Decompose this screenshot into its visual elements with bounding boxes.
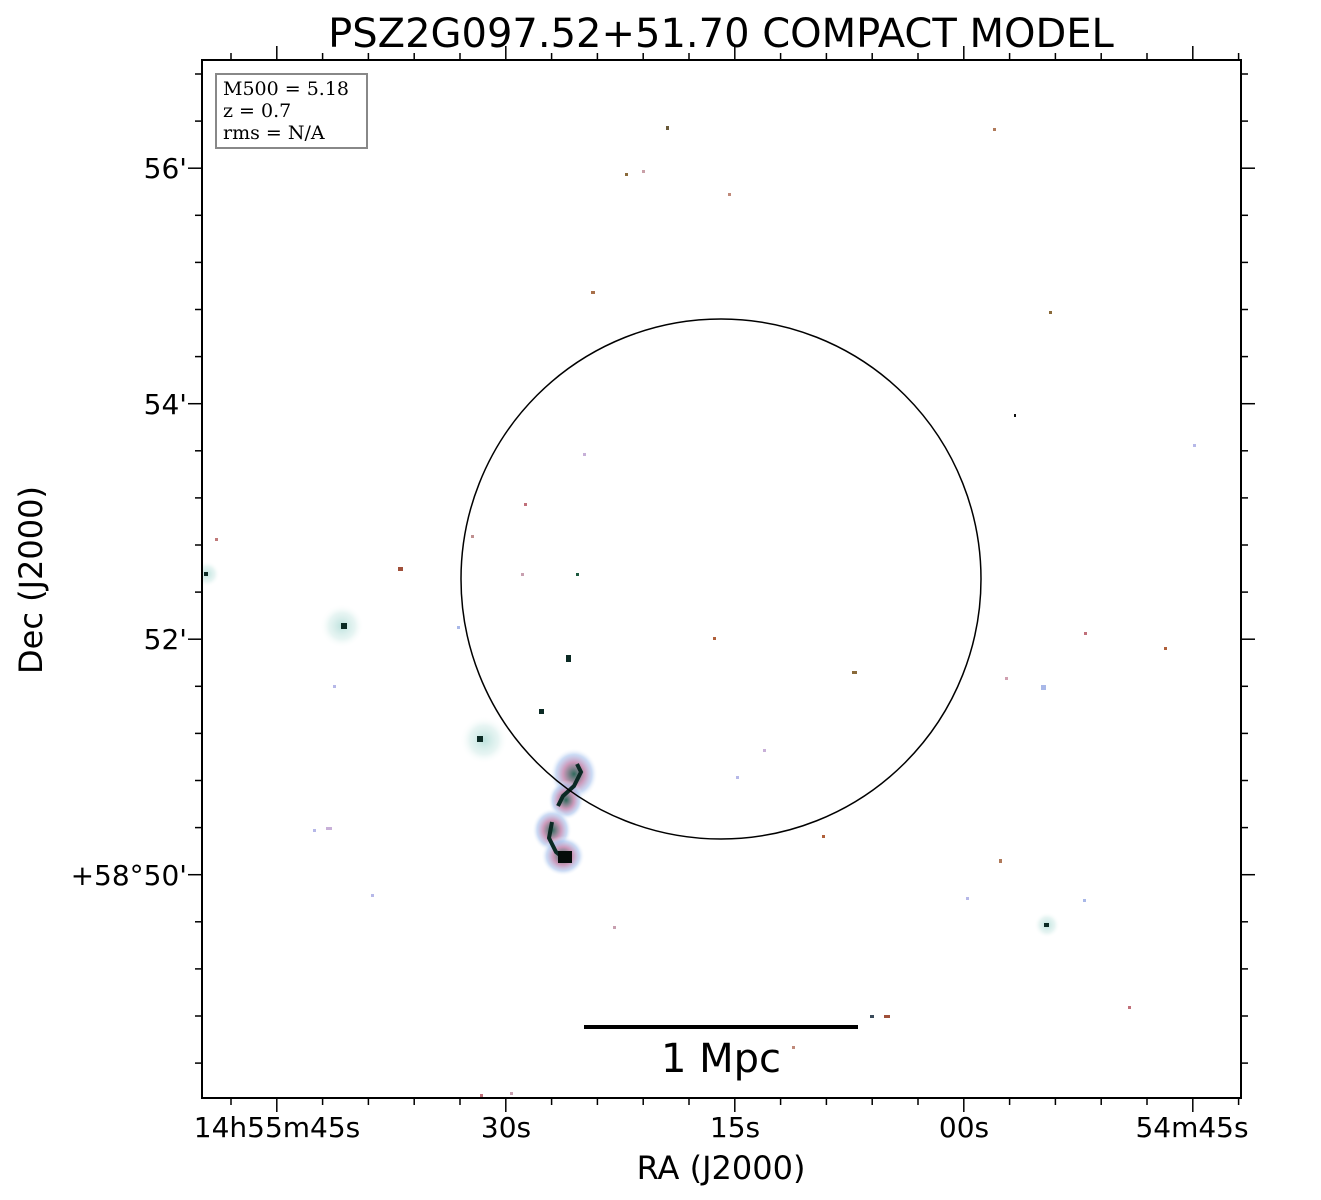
source-core [576,573,579,576]
x-axis-label: RA (J2000) [637,1149,806,1187]
source-core [477,736,483,742]
info-rms: rms = N/A [223,122,325,144]
source-core [1044,923,1049,927]
source-core [558,851,572,863]
x-tick-label: 14h55m45s [194,1111,361,1144]
source-core [204,572,208,576]
info-redshift: z = 0.7 [223,100,291,122]
info-box: M500 = 5.18 z = 0.7 rms = N/A [215,73,368,149]
y-tick-label: +58°50' [71,859,187,892]
source-core [1014,414,1016,417]
radio-image [202,126,1196,1098]
y-tick-label: 54' [144,388,187,421]
x-tick-label: 54m45s [1135,1111,1248,1144]
info-box-frame [215,73,368,149]
x-tick-label: 30s [481,1111,531,1144]
info-m500: M500 = 5.18 [223,78,349,100]
x-tick-label: 15s [710,1111,760,1144]
plot-frame [201,59,1242,1099]
plot-area [202,60,1241,1098]
source-core [341,623,347,629]
x-axis: 14h55m45s 30s 15s 00s 54m45s RA (J2000) [194,1111,1249,1187]
r500-circle [460,318,982,840]
y-axis-label: Dec (J2000) [12,486,50,674]
source-core [566,655,571,662]
y-axis: 56' 54' 52' +58°50' Dec (J2000) [12,152,187,892]
scale-bar-label: 1 Mpc [661,1036,781,1082]
y-tick-label: 56' [144,152,187,185]
noise-pixels [215,126,1196,1098]
y-tick-label: 52' [144,623,187,656]
source-core [539,709,544,714]
source-halo [460,716,508,764]
source-halo [202,561,220,587]
axis-ticks [188,46,1255,1112]
x-tick-label: 00s [939,1111,989,1144]
scale-bar: 1 Mpc [584,1025,858,1082]
chart-title: PSZ2G097.52+51.70 COMPACT MODEL [328,11,1114,57]
